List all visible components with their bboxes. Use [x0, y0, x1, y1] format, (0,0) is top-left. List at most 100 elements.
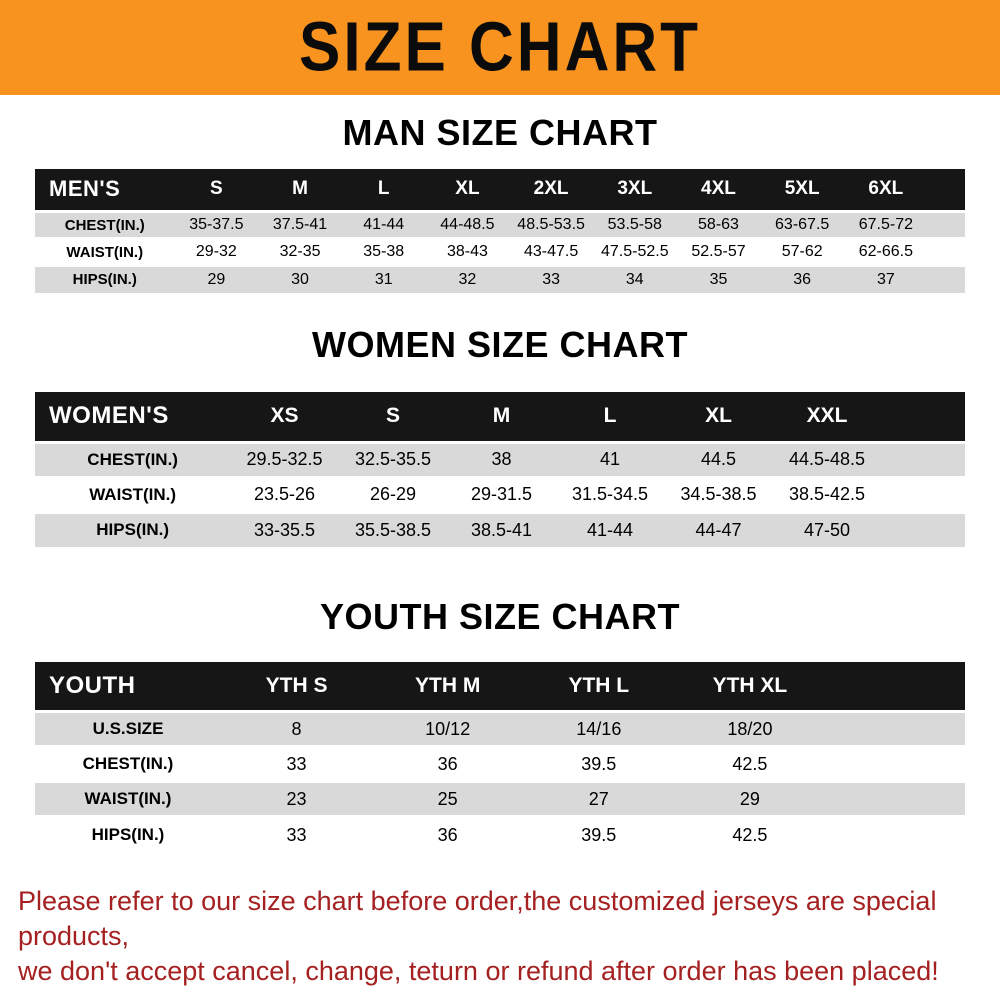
men-size-section: MAN SIZE CHART MEN'S S M L XL 2XL 3XL 4XL 5XL 6XL…	[0, 113, 1000, 293]
disclaimer-line-2: we don't accept cancel, change, teturn o…	[18, 955, 939, 986]
size-column-header: YTH M	[372, 661, 524, 712]
table-row: WAIST(IN.) 23 25 27 29	[35, 780, 965, 817]
measurement-value-cell: 33	[509, 264, 593, 293]
women-size-section: WOMEN SIZE CHART WOMEN'S XS S M L XL XXL CHEST(…	[0, 323, 1000, 548]
table-row: WAIST(IN.) 23.5-26 26-29 29-31.5 31.5-34.5 34…	[35, 475, 965, 513]
filler-cell	[927, 168, 965, 212]
size-column-header: XXL	[772, 392, 882, 443]
measurement-value-cell: 44.5-48.5	[772, 440, 882, 478]
measurement-value-cell: 31.5-34.5	[555, 475, 665, 513]
measurement-value-cell: 10/12	[372, 710, 524, 747]
measurement-value-cell: 8	[221, 710, 373, 747]
filler-cell	[927, 210, 965, 239]
measurement-value-cell: 18/20	[674, 710, 826, 747]
measurement-value-cell: 35	[676, 264, 761, 293]
measurement-value-cell: 53.5-58	[592, 210, 677, 239]
filler-cell	[825, 661, 965, 712]
size-column-header: 5XL	[760, 168, 845, 212]
table-row: CHEST(IN.) 29.5-32.5 32.5-35.5 38 41 44.5 44.5…	[35, 440, 965, 478]
measurement-value-cell: 33	[221, 745, 373, 782]
women-section-heading: WOMEN SIZE CHART	[312, 323, 688, 365]
measurement-label-cell: HIPS(IN.)	[35, 264, 175, 293]
measurement-value-cell: 25	[372, 780, 524, 817]
measurement-value-cell: 62-66.5	[844, 237, 928, 266]
size-column-header: M	[258, 168, 342, 212]
size-column-header: XL	[425, 168, 510, 212]
measurement-label-cell: CHEST(IN.)	[35, 210, 175, 239]
table-row: CHEST(IN.) 33 36 39.5 42.5	[35, 745, 965, 782]
measurement-value-cell: 47-50	[772, 510, 882, 548]
table-title-cell: MEN'S	[35, 168, 175, 212]
filler-cell	[881, 510, 965, 548]
filler-cell	[825, 780, 965, 817]
measurement-value-cell: 38-43	[425, 237, 510, 266]
table-row: HIPS(IN.) 33 36 39.5 42.5	[35, 815, 965, 852]
size-column-header: L	[555, 392, 665, 443]
size-column-header: S	[338, 392, 448, 443]
measurement-value-cell: 38.5-42.5	[772, 475, 882, 513]
measurement-value-cell: 36	[372, 815, 524, 852]
table-title-cell: WOMEN'S	[35, 392, 231, 443]
disclaimer: Please refer to our size chart before or…	[0, 884, 1000, 989]
size-column-header: 2XL	[509, 168, 593, 212]
measurement-label-cell: HIPS(IN.)	[35, 510, 231, 548]
measurement-value-cell: 36	[760, 264, 845, 293]
measurement-value-cell: 37	[844, 264, 928, 293]
measurement-value-cell: 37.5-41	[258, 210, 342, 239]
table-row: HIPS(IN.) 29 30 31 32 33 34 35 36 37	[35, 264, 965, 293]
measurement-value-cell: 57-62	[760, 237, 845, 266]
measurement-value-cell: 29	[674, 780, 826, 817]
table-row: U.S.SIZE 8 10/12 14/16 18/20	[35, 710, 965, 747]
measurement-value-cell: 29.5-32.5	[230, 440, 339, 478]
measurement-value-cell: 35-38	[341, 237, 426, 266]
measurement-value-cell: 26-29	[338, 475, 448, 513]
page-title: SIZE CHART	[299, 8, 701, 86]
measurement-value-cell: 29	[174, 264, 259, 293]
measurement-value-cell: 30	[258, 264, 342, 293]
table-row: CHEST(IN.) 35-37.5 37.5-41 41-44 44-48.5 48.5…	[35, 210, 965, 239]
measurement-value-cell: 31	[341, 264, 426, 293]
measurement-value-cell: 36	[372, 745, 524, 782]
measurement-value-cell: 43-47.5	[509, 237, 593, 266]
measurement-value-cell: 41	[555, 440, 665, 478]
measurement-value-cell: 32-35	[258, 237, 342, 266]
measurement-label-cell: WAIST(IN.)	[35, 780, 221, 817]
measurement-value-cell: 32	[425, 264, 510, 293]
size-column-header: YTH L	[523, 661, 675, 712]
measurement-label-cell: HIPS(IN.)	[35, 815, 221, 852]
measurement-value-cell: 27	[523, 780, 675, 817]
measurement-value-cell: 39.5	[523, 745, 675, 782]
measurement-label-cell: CHEST(IN.)	[35, 745, 221, 782]
filler-cell	[881, 392, 965, 443]
measurement-value-cell: 52.5-57	[676, 237, 761, 266]
measurement-label-cell: WAIST(IN.)	[35, 475, 231, 513]
filler-cell	[927, 264, 965, 293]
size-column-header: S	[174, 168, 259, 212]
disclaimer-line-1: Please refer to our size chart before or…	[18, 885, 937, 951]
men-section-heading: MAN SIZE CHART	[342, 112, 658, 153]
table-row: HIPS(IN.) 33-35.5 35.5-38.5 38.5-41 41-44 44-…	[35, 510, 965, 548]
filler-cell	[927, 237, 965, 266]
youth-section-heading: YOUTH SIZE CHART	[319, 596, 680, 638]
measurement-value-cell: 34.5-38.5	[664, 475, 773, 513]
measurement-value-cell: 23.5-26	[230, 475, 339, 513]
size-column-header: L	[341, 168, 426, 212]
measurement-value-cell: 35.5-38.5	[338, 510, 448, 548]
measurement-value-cell: 44-47	[664, 510, 773, 548]
measurement-value-cell: 33	[221, 815, 373, 852]
size-column-header: 4XL	[676, 168, 761, 212]
measurement-value-cell: 34	[592, 264, 677, 293]
youth-size-section: YOUTH SIZE CHART YOUTH YTH S YTH M YTH L YTH…	[0, 597, 1000, 852]
filler-cell	[825, 745, 965, 782]
table-title-cell: YOUTH	[35, 661, 221, 712]
size-table-header-row: YOUTH YTH S YTH M YTH L YTH XL	[35, 661, 965, 712]
measurement-value-cell: 38.5-41	[447, 510, 556, 548]
measurement-value-cell: 44.5	[664, 440, 773, 478]
measurement-label-cell: WAIST(IN.)	[35, 237, 175, 266]
measurement-value-cell: 33-35.5	[230, 510, 339, 548]
measurement-label-cell: U.S.SIZE	[35, 710, 221, 747]
filler-cell	[825, 710, 965, 747]
size-column-header: M	[447, 392, 556, 443]
measurement-value-cell: 35-37.5	[174, 210, 259, 239]
